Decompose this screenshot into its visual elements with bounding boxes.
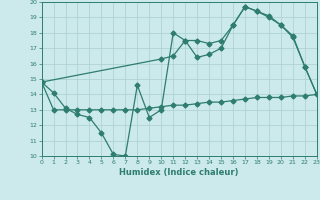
X-axis label: Humidex (Indice chaleur): Humidex (Indice chaleur) [119, 168, 239, 177]
